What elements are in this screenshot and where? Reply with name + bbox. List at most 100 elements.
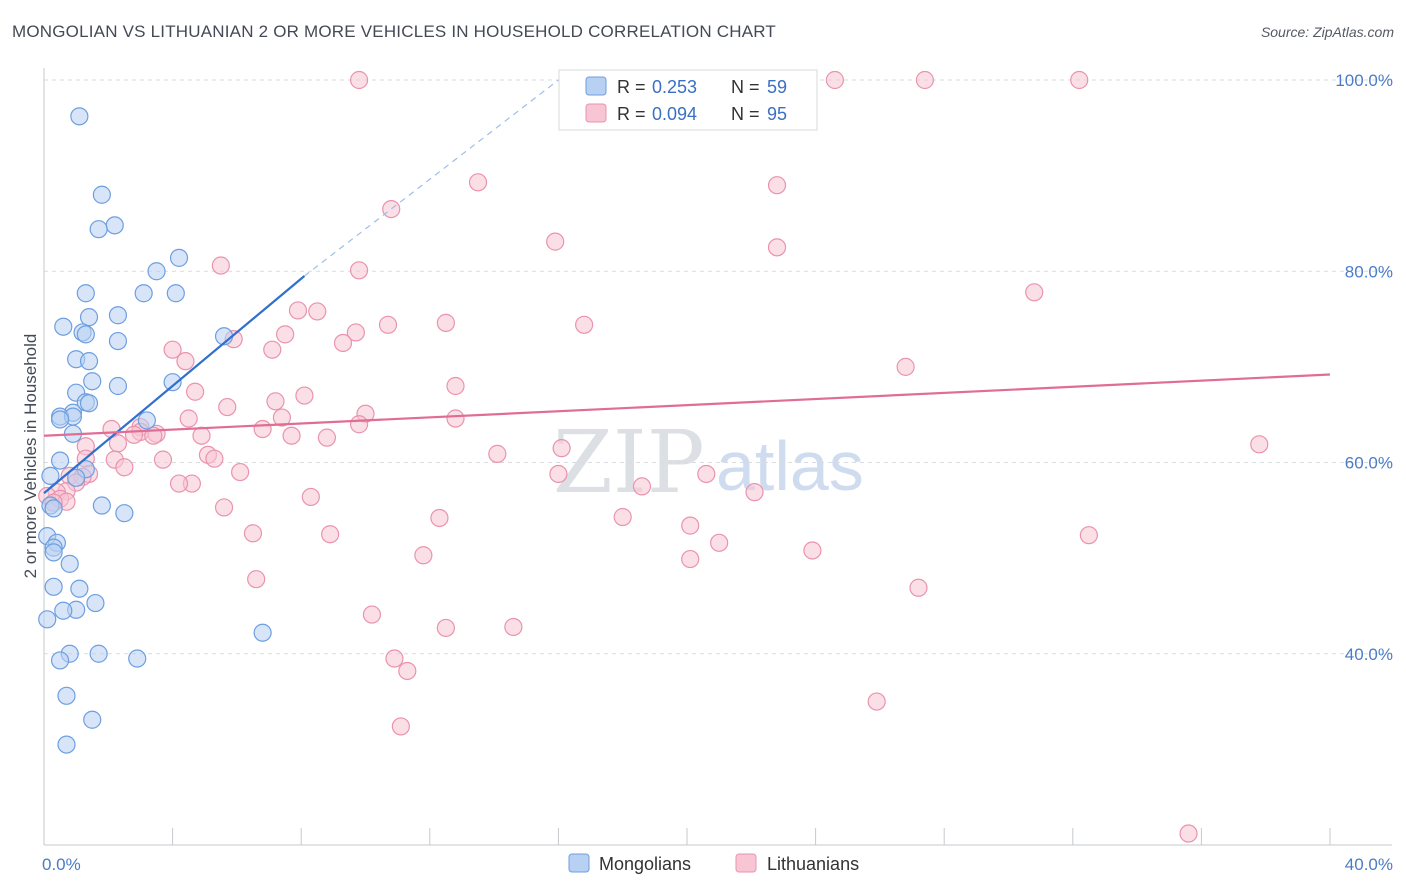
mongolians-point-8 xyxy=(166,284,185,303)
lithuanians-point-21 xyxy=(333,333,353,353)
lithuanians-point-39 xyxy=(253,419,272,439)
y-axis-label: 2 or more Vehicles in Household xyxy=(21,334,40,579)
lithuanians-point-50 xyxy=(488,444,507,463)
lithuanians-point-91 xyxy=(385,649,404,668)
lithuanians-point-88 xyxy=(362,605,382,624)
lithuanians-point-19 xyxy=(276,325,295,344)
lithuanians-point-89 xyxy=(436,618,455,638)
y-tick-label-2: 60.0% xyxy=(1345,454,1393,473)
mongolians-point-55 xyxy=(83,710,102,729)
mongolians-point-36 xyxy=(92,496,111,515)
lithuanians-point-82 xyxy=(710,533,729,552)
lithuanians-series-swatch xyxy=(735,853,757,873)
lithuanians-point-3 xyxy=(915,70,935,90)
lithuanians-point-58 xyxy=(549,464,568,484)
mongolians-r-value: 0.253 xyxy=(652,77,697,97)
trend-lines xyxy=(43,79,1331,494)
lithuanians-point-78 xyxy=(681,516,700,535)
lithuanians-point-6 xyxy=(767,176,787,195)
lithuanians-point-18 xyxy=(346,323,365,342)
mongolians-point-0 xyxy=(70,107,89,126)
mongolians-point-47 xyxy=(54,601,73,620)
lithuanians-point-43 xyxy=(192,426,211,445)
lithuanians-point-40 xyxy=(124,425,144,444)
mongolians-points xyxy=(38,107,272,754)
lithuanians-point-7 xyxy=(382,199,401,219)
lithuanians-point-69 xyxy=(745,483,764,502)
mongolians-point-54 xyxy=(57,686,76,705)
lithuanians-point-27 xyxy=(186,382,205,401)
mongolians-point-37 xyxy=(115,504,134,523)
mongolians-point-44 xyxy=(70,579,89,598)
lithuanians-point-32 xyxy=(272,408,292,427)
source-label: Source: ZipAtlas.com xyxy=(1260,24,1394,40)
axes xyxy=(43,68,1392,846)
lithuanians-point-44 xyxy=(282,426,301,445)
mongolians-point-23 xyxy=(79,394,99,413)
lithuanians-series-label: Lithuanians xyxy=(767,854,859,874)
lithuanians-point-81 xyxy=(1079,526,1098,545)
mongolians-series-swatch xyxy=(568,853,590,873)
lithuanians-point-84 xyxy=(414,546,433,565)
y-tick-label-0: 100.0% xyxy=(1335,71,1393,90)
mongolians-point-35 xyxy=(44,499,63,518)
lithuanians-point-72 xyxy=(301,487,320,507)
lithuanians-point-73 xyxy=(214,498,234,517)
lithuanians-point-90 xyxy=(504,617,523,637)
lithuanians-point-0 xyxy=(349,70,369,90)
x-tick-label-1: 40.0% xyxy=(1345,855,1393,874)
x-axis-ticks xyxy=(43,828,1331,845)
grid-lines xyxy=(44,79,1392,655)
lithuanians-point-5 xyxy=(468,173,488,192)
lithuanians-point-33 xyxy=(179,409,198,428)
x-tick-labels: 0.0% 40.0% xyxy=(42,855,1393,874)
lithuanians-points xyxy=(38,70,1269,843)
lithuanians-point-28 xyxy=(295,386,314,405)
mongolians-point-3 xyxy=(89,220,108,239)
mongolians-point-6 xyxy=(76,284,95,303)
lithuanians-point-86 xyxy=(247,570,266,589)
lithuanians-point-80 xyxy=(321,525,340,544)
lithuanians-r-label: R = xyxy=(617,104,646,124)
lithuanians-point-11 xyxy=(349,261,369,280)
mongolians-point-9 xyxy=(108,306,128,325)
mongolians-n-label: N = xyxy=(731,77,760,97)
mongolians-point-20 xyxy=(163,373,182,392)
lithuanians-point-8 xyxy=(546,232,565,251)
lithuanians-point-77 xyxy=(613,507,632,527)
mongolians-point-10 xyxy=(79,308,99,327)
lithuanians-point-29 xyxy=(266,392,285,411)
lithuanians-point-55 xyxy=(153,450,173,469)
lithuanians-point-14 xyxy=(288,301,308,320)
lithuanians-point-9 xyxy=(767,238,787,257)
mongolians-trend-line xyxy=(43,275,306,494)
mongolians-n-value: 59 xyxy=(767,77,787,97)
lithuanians-point-2 xyxy=(825,70,844,90)
lithuanians-point-24 xyxy=(176,352,195,371)
lithuanians-point-87 xyxy=(909,578,928,597)
lithuanians-point-22 xyxy=(163,340,182,359)
mongolians-point-50 xyxy=(89,644,108,663)
lithuanians-point-83 xyxy=(803,541,822,560)
lithuanians-point-16 xyxy=(436,313,455,332)
mongolians-point-27 xyxy=(50,410,70,429)
lithuanians-point-4 xyxy=(1070,70,1089,90)
lithuanians-point-26 xyxy=(446,376,465,396)
mongolians-point-2 xyxy=(105,216,124,235)
lithuanians-point-57 xyxy=(231,462,250,482)
stats-legend: R = 0.253 N = 59 R = 0.094 N = 95 xyxy=(558,69,818,131)
mongolians-point-52 xyxy=(128,649,147,668)
lithuanians-point-30 xyxy=(218,397,237,417)
lithuanians-point-95 xyxy=(1179,824,1198,843)
lithuanians-point-79 xyxy=(243,524,263,543)
lithuanians-point-56 xyxy=(115,458,134,477)
mongolians-point-28 xyxy=(137,411,156,430)
mongolians-point-32 xyxy=(41,466,60,485)
lithuanians-n-value: 95 xyxy=(767,104,787,124)
mongolians-point-17 xyxy=(79,352,99,371)
lithuanians-point-17 xyxy=(378,315,398,334)
lithuanians-point-15 xyxy=(575,315,594,334)
mongolians-legend-swatch xyxy=(585,76,607,96)
lithuanians-point-45 xyxy=(317,428,337,447)
lithuanians-point-62 xyxy=(697,464,716,484)
